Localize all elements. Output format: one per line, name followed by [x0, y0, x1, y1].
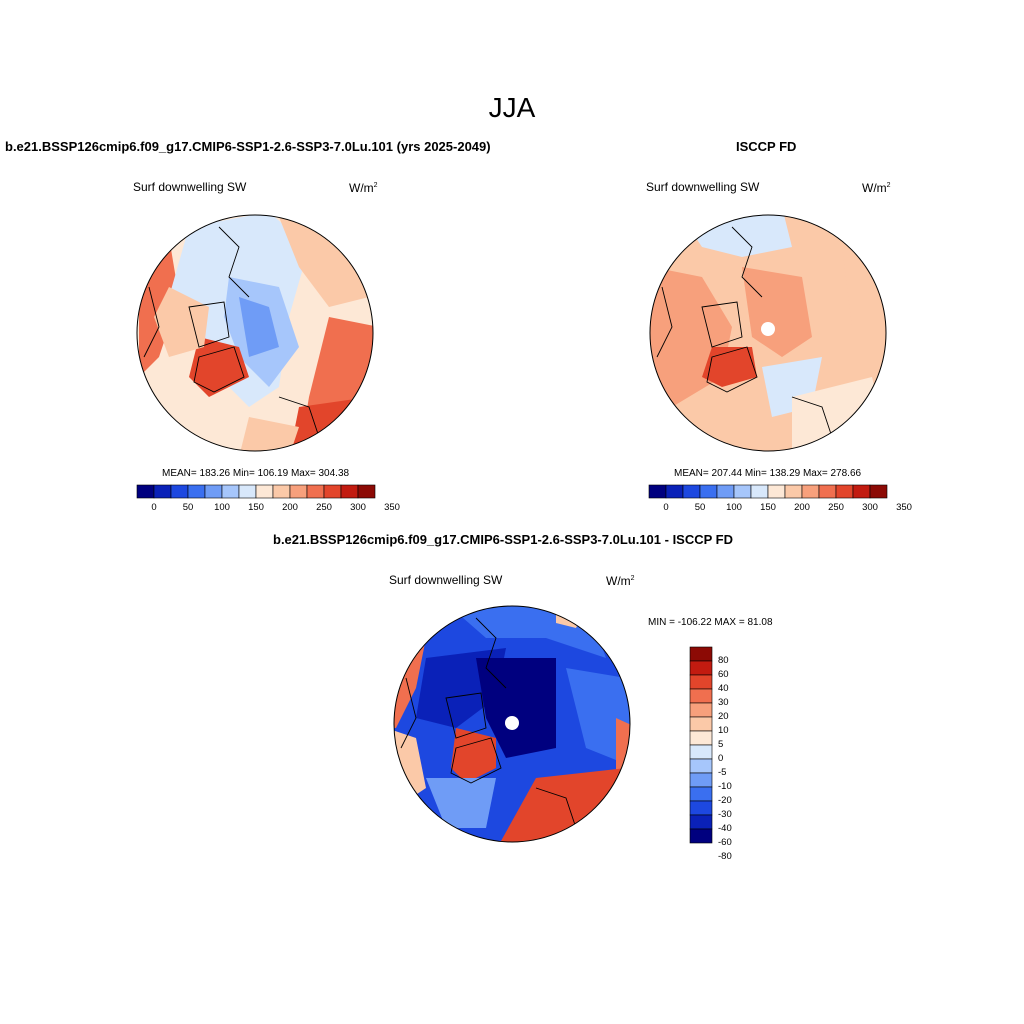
model-units-label: W/m2: [349, 181, 378, 195]
colorbar-tick-label: -80: [718, 851, 732, 862]
colorbar-swatch: [306, 484, 325, 499]
colorbar-swatch: [255, 484, 274, 499]
colorbar-swatch: [852, 484, 871, 499]
colorbar-tick-label: 0: [718, 753, 724, 764]
colorbar-tick-label: 250: [316, 502, 332, 513]
colorbar-swatch: [689, 660, 713, 676]
colorbar-swatch: [323, 484, 342, 499]
colorbar-swatch: [699, 484, 718, 499]
colorbar-swatch: [689, 758, 713, 774]
colorbar-swatch: [187, 484, 206, 499]
diff-panel-title: b.e21.BSSP126cmip6.f09_g17.CMIP6-SSP1-2.…: [273, 532, 734, 547]
colorbar-tick-label: 100: [214, 502, 230, 513]
colorbar-swatch: [689, 786, 713, 802]
colorbar-swatch: [689, 772, 713, 788]
colorbar-tick-label: 20: [718, 711, 729, 722]
colorbar-swatch: [767, 484, 786, 499]
colorbar-tick-label: -40: [718, 823, 732, 834]
colorbar-tick-label: 100: [726, 502, 742, 513]
colorbar-tick-label: 40: [718, 683, 729, 694]
colorbar-tick-label: 30: [718, 697, 729, 708]
colorbar-tick-label: 150: [760, 502, 776, 513]
colorbar-swatch: [272, 484, 291, 499]
colorbar-swatch: [170, 484, 189, 499]
colorbar-swatch: [153, 484, 172, 499]
colorbar-swatch: [689, 716, 713, 732]
obs-variable-label: Surf downwelling SW: [646, 180, 760, 194]
obs-polar-map: [649, 214, 887, 452]
colorbar-swatch: [136, 484, 155, 499]
colorbar-swatch: [221, 484, 240, 499]
colorbar-swatch: [689, 674, 713, 690]
obs-stats: MEAN= 207.44 Min= 138.29 Max= 278.66: [674, 468, 862, 479]
colorbar-swatch: [689, 646, 713, 662]
colorbar-tick-label: 350: [384, 502, 400, 513]
colorbar-tick-label: 250: [828, 502, 844, 513]
obs-panel-title: ISCCP FD: [736, 139, 797, 154]
colorbar-tick-label: 350: [896, 502, 912, 513]
colorbar-swatch: [733, 484, 752, 499]
obs-colorbar: [648, 484, 888, 499]
colorbar-swatch: [689, 730, 713, 746]
colorbar-tick-label: 0: [663, 502, 669, 513]
colorbar-swatch: [689, 828, 713, 844]
colorbar-swatch: [689, 814, 713, 830]
model-colorbar: [136, 484, 376, 499]
colorbar-swatch: [689, 744, 713, 760]
colorbar-swatch: [665, 484, 684, 499]
colorbar-swatch: [818, 484, 837, 499]
figure-title: JJA: [488, 92, 536, 123]
colorbar-swatch: [716, 484, 735, 499]
model-polar-map: [136, 214, 374, 452]
colorbar-tick-label: 50: [182, 502, 194, 513]
diff-units-label: W/m2: [606, 574, 635, 588]
colorbar-swatch: [204, 484, 223, 499]
colorbar-swatch: [357, 484, 376, 499]
colorbar-tick-label: 60: [718, 669, 729, 680]
colorbar-swatch: [869, 484, 888, 499]
colorbar-tick-label: -30: [718, 809, 732, 820]
diff-variable-label: Surf downwelling SW: [389, 573, 503, 587]
colorbar-tick-label: 300: [862, 502, 878, 513]
colorbar-swatch: [340, 484, 359, 499]
colorbar-tick-label: 200: [282, 502, 298, 513]
colorbar-swatch: [801, 484, 820, 499]
diff-polar-map: [393, 605, 631, 843]
colorbar-swatch: [238, 484, 257, 499]
colorbar-swatch: [689, 688, 713, 704]
diff-colorbar: [689, 646, 713, 844]
colorbar-swatch: [682, 484, 701, 499]
colorbar-swatch: [750, 484, 769, 499]
colorbar-swatch: [289, 484, 308, 499]
colorbar-tick-label: -20: [718, 795, 732, 806]
model-variable-label: Surf downwelling SW: [133, 180, 247, 194]
colorbar-swatch: [784, 484, 803, 499]
colorbar-tick-label: -10: [718, 781, 732, 792]
colorbar-swatch: [689, 800, 713, 816]
diff-stats: MIN = -106.22 MAX = 81.08: [648, 617, 773, 628]
colorbar-tick-label: 5: [718, 739, 724, 750]
model-stats: MEAN= 183.26 Min= 106.19 Max= 304.38: [162, 468, 350, 479]
model-panel-title: b.e21.BSSP126cmip6.f09_g17.CMIP6-SSP1-2.…: [5, 139, 491, 154]
colorbar-tick-label: -60: [718, 837, 732, 848]
colorbar-swatch: [835, 484, 854, 499]
colorbar-tick-label: 300: [350, 502, 366, 513]
colorbar-swatch: [689, 702, 713, 718]
colorbar-tick-label: 0: [151, 502, 157, 513]
colorbar-tick-label: 200: [794, 502, 810, 513]
colorbar-tick-label: 80: [718, 655, 729, 666]
colorbar-swatch: [648, 484, 667, 499]
colorbar-tick-label: 150: [248, 502, 264, 513]
obs-units-label: W/m2: [862, 181, 891, 195]
colorbar-tick-label: 50: [694, 502, 706, 513]
colorbar-tick-label: 10: [718, 725, 729, 736]
colorbar-tick-label: -5: [718, 767, 727, 778]
